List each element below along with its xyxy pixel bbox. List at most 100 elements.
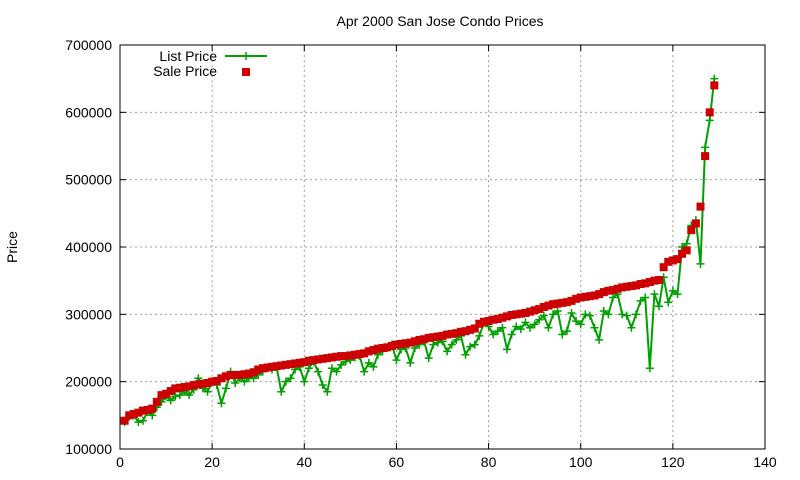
sale-price-point bbox=[383, 343, 392, 352]
sale-price-point bbox=[166, 387, 175, 396]
sale-price-point bbox=[475, 319, 484, 328]
list-price-point bbox=[668, 286, 677, 295]
sale-price-point bbox=[217, 374, 226, 383]
sale-price-point bbox=[198, 379, 207, 388]
list-price-point bbox=[539, 311, 548, 320]
sale-price-point bbox=[221, 372, 230, 381]
list-price-point bbox=[567, 308, 576, 317]
list-price-point bbox=[618, 310, 627, 319]
sale-price-point bbox=[258, 364, 267, 373]
sale-price-point bbox=[526, 307, 535, 316]
sale-price-point bbox=[314, 355, 323, 364]
sale-price-point bbox=[664, 257, 673, 266]
list-price-point bbox=[231, 379, 240, 388]
sale-price-point bbox=[687, 226, 696, 235]
sale-price-point bbox=[327, 353, 336, 362]
list-price-point bbox=[530, 320, 539, 329]
list-price-point bbox=[429, 340, 438, 349]
sale-price-point bbox=[286, 360, 295, 369]
list-price-point bbox=[489, 330, 498, 339]
sale-price-point bbox=[332, 352, 341, 361]
list-price-point bbox=[332, 367, 341, 376]
list-price-point bbox=[590, 323, 599, 332]
list-price-point bbox=[304, 364, 313, 373]
sale-price-point bbox=[420, 335, 429, 344]
sale-price-point bbox=[185, 382, 194, 391]
list-price-point bbox=[512, 322, 521, 331]
list-price-point bbox=[493, 327, 502, 336]
sale-price-point bbox=[387, 341, 396, 350]
sale-price-point bbox=[618, 283, 627, 292]
list-price-point bbox=[595, 335, 604, 344]
sale-price-point bbox=[701, 152, 710, 161]
list-price-point bbox=[470, 340, 479, 349]
sale-price-point bbox=[659, 263, 668, 272]
list-price-point bbox=[221, 384, 230, 393]
list-price-point bbox=[599, 306, 608, 315]
list-price-point bbox=[696, 259, 705, 268]
list-price-point bbox=[664, 298, 673, 307]
sale-price-point bbox=[668, 256, 677, 265]
sale-price-point bbox=[378, 344, 387, 352]
list-price-point bbox=[544, 323, 553, 332]
list-price-point bbox=[549, 310, 558, 319]
legend-list-price-label: List Price bbox=[159, 48, 217, 64]
list-price-point bbox=[701, 143, 710, 152]
sale-price-point bbox=[208, 377, 217, 386]
sale-price-point bbox=[148, 404, 157, 413]
sale-price-point bbox=[318, 354, 327, 363]
sale-price-point bbox=[134, 408, 143, 417]
list-price-point bbox=[466, 342, 475, 351]
sale-price-point bbox=[622, 282, 631, 291]
sale-price-point bbox=[572, 294, 581, 303]
list-price-point bbox=[645, 364, 654, 373]
list-price-point bbox=[277, 387, 286, 396]
sale-price-point bbox=[535, 304, 544, 313]
list-price-point bbox=[392, 356, 401, 365]
sale-price-point bbox=[498, 313, 507, 322]
y-axis-label: Price bbox=[4, 231, 20, 263]
list-price-point bbox=[452, 335, 461, 344]
sale-price-point bbox=[162, 389, 171, 398]
x-tick-label: 20 bbox=[204, 454, 220, 470]
sale-price-point bbox=[143, 405, 152, 414]
list-price-point bbox=[475, 331, 484, 340]
sale-price-point bbox=[682, 246, 691, 255]
sale-price-point bbox=[562, 298, 571, 307]
x-tick-label: 100 bbox=[569, 454, 593, 470]
sale-price-point bbox=[304, 356, 313, 365]
sale-price-point bbox=[503, 312, 511, 321]
sale-price-point bbox=[590, 291, 599, 300]
list-price-point bbox=[185, 391, 194, 400]
sale-price-point bbox=[645, 278, 654, 287]
list-price-point bbox=[604, 310, 613, 319]
sale-price-point bbox=[691, 219, 700, 228]
chart-title: Apr 2000 San Jose Condo Prices bbox=[336, 13, 543, 29]
y-tick-label: 400000 bbox=[65, 239, 112, 255]
sale-price-point bbox=[544, 301, 553, 310]
sale-price-point bbox=[604, 286, 613, 295]
sale-price-point bbox=[567, 296, 576, 305]
list-price-point bbox=[553, 306, 562, 315]
legend-sale-price-swatch bbox=[242, 68, 250, 76]
sale-price-point bbox=[433, 332, 442, 341]
sale-price-point bbox=[291, 359, 300, 368]
list-price-point bbox=[498, 323, 507, 332]
list-price-point bbox=[327, 364, 336, 373]
sale-price-point bbox=[655, 275, 664, 284]
sale-price-point bbox=[470, 324, 479, 333]
sale-price-point bbox=[678, 249, 687, 258]
sale-price-point bbox=[429, 333, 438, 342]
list-price-point bbox=[134, 418, 143, 427]
list-price-point bbox=[558, 330, 567, 339]
sale-price-point bbox=[171, 384, 180, 393]
sale-price-point bbox=[323, 354, 332, 363]
sale-price-point bbox=[157, 391, 166, 400]
list-price-point bbox=[503, 345, 511, 354]
list-price-point bbox=[369, 362, 378, 371]
sale-price-point bbox=[406, 338, 415, 347]
sale-price-point bbox=[507, 311, 516, 320]
list-price-point bbox=[447, 340, 456, 349]
sale-price-point bbox=[512, 310, 521, 319]
